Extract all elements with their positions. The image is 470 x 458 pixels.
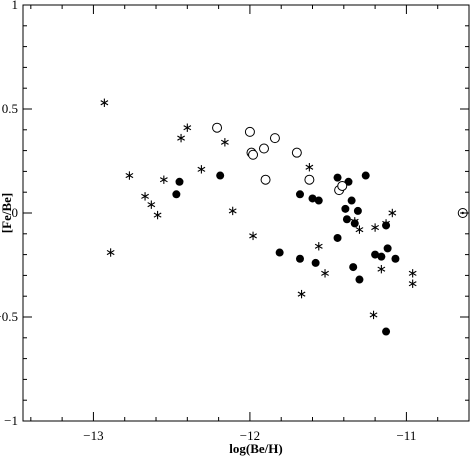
y-tick-label: −1 <box>4 413 18 428</box>
filled-circle-point <box>347 196 356 205</box>
asterisk-point <box>106 248 115 257</box>
filled-circle-point <box>391 254 400 263</box>
asterisk-point <box>197 165 206 174</box>
asterisk-point <box>408 279 417 288</box>
x-axis-label: log(Be/H) <box>229 441 282 456</box>
asterisk-point <box>355 225 364 234</box>
asterisk-point <box>125 171 134 180</box>
filled-circle-point <box>275 248 284 257</box>
filled-circle-point <box>172 190 181 199</box>
x-tick-label: −12 <box>240 428 260 443</box>
asterisk-point <box>183 123 192 132</box>
asterisk-point <box>297 289 306 299</box>
open-circle-point <box>260 174 271 185</box>
open-circle-point <box>304 174 315 185</box>
asterisk-point <box>249 231 257 241</box>
plot-frame <box>22 4 470 422</box>
x-tick-label: −11 <box>396 428 416 443</box>
filled-circle-point <box>295 254 304 263</box>
filled-circle-point <box>295 190 304 199</box>
asterisk-point <box>388 208 397 218</box>
asterisk-point <box>228 206 237 216</box>
asterisk-point <box>305 163 314 172</box>
asterisk-point <box>321 269 329 278</box>
filled-circle-point <box>342 215 351 224</box>
filled-circle-point <box>350 219 359 228</box>
filled-circle-point <box>377 252 386 261</box>
open-circle-point <box>248 149 259 160</box>
asterisk-point <box>377 264 386 274</box>
y-tick-label: 1 <box>12 0 19 12</box>
asterisk-point <box>153 210 162 220</box>
filled-circle-point <box>308 194 317 203</box>
asterisk-point <box>147 200 156 209</box>
asterisk-point <box>220 138 229 147</box>
open-circle-point <box>258 143 269 154</box>
asterisk-point <box>408 269 417 278</box>
y-tick-label: −0.5 <box>0 309 18 324</box>
open-circle-point <box>337 180 348 191</box>
sun-point <box>457 208 468 218</box>
filled-circle-point <box>355 275 364 284</box>
y-tick-label: 0 <box>12 205 19 220</box>
asterisk-point <box>159 175 168 184</box>
filled-circle-point <box>361 171 370 180</box>
filled-circle-point <box>341 204 350 213</box>
filled-circle-point <box>353 206 362 215</box>
filled-circle-point <box>333 233 342 242</box>
y-tick-label: 0.5 <box>2 101 18 116</box>
asterisk-point <box>177 133 185 143</box>
data-points <box>100 98 468 336</box>
filled-circle-point <box>216 171 225 180</box>
asterisk-point <box>141 192 149 201</box>
asterisk-point <box>100 98 109 107</box>
filled-circle-point <box>371 250 380 259</box>
x-tick-label: −13 <box>83 428 103 443</box>
filled-circle-point <box>383 244 392 253</box>
open-circle-point <box>269 133 280 144</box>
filled-circle-point <box>382 221 391 230</box>
axis-tick-labels: −13 −12 −11 1 0.5 0 −0.5 −1 <box>0 0 416 443</box>
y-axis-label: [Fe/Be] <box>0 193 14 233</box>
asterisk-point <box>314 242 323 251</box>
open-circle-point <box>212 122 223 133</box>
filled-circle-point <box>333 173 342 182</box>
open-circle-point <box>291 147 302 158</box>
asterisk-point <box>369 310 378 320</box>
filled-circle-point <box>382 327 391 336</box>
open-circle-point <box>244 126 255 137</box>
filled-circle-point <box>314 196 323 205</box>
axis-ticks <box>23 4 470 422</box>
filled-circle-point <box>349 263 358 272</box>
filled-circle-point <box>311 258 320 267</box>
filled-circle-point <box>175 177 184 186</box>
asterisk-point <box>371 223 380 232</box>
